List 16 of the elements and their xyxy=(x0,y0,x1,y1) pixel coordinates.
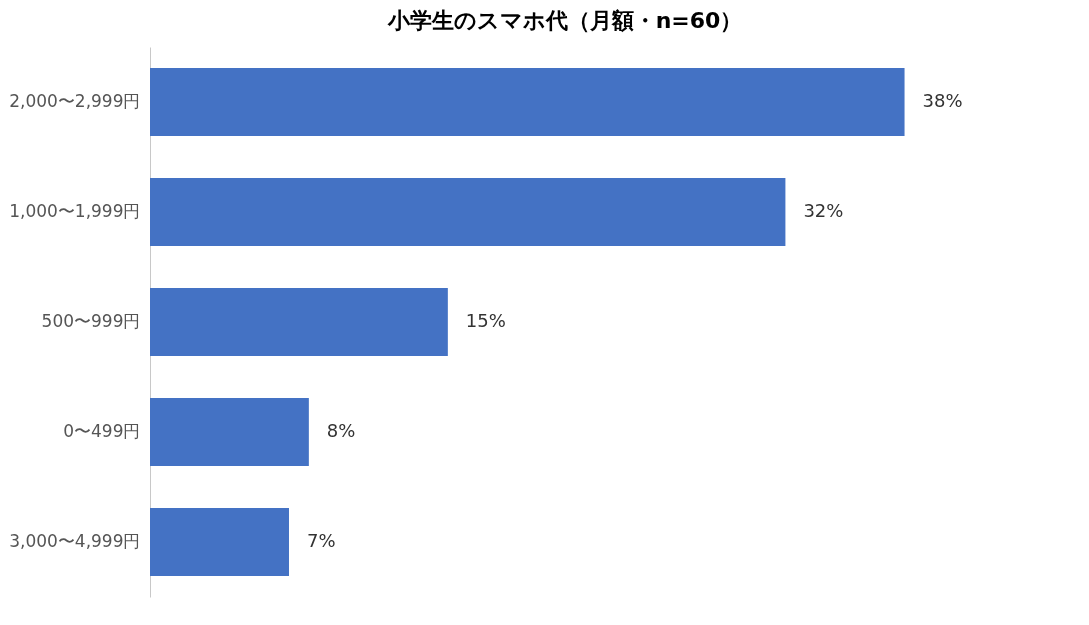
data-label: 38% xyxy=(922,90,963,111)
y-tick-label: 0〜499円 xyxy=(63,421,141,441)
bar xyxy=(150,287,448,357)
data-label: 7% xyxy=(307,530,336,551)
data-label: 15% xyxy=(465,310,506,331)
y-tick-label: 3,000〜4,999円 xyxy=(9,531,141,551)
chart-title: 小学生のスマホ代（月額・n=60） xyxy=(386,8,743,33)
y-tick-label: 500〜999円 xyxy=(41,311,141,331)
y-tick-label: 1,000〜1,999円 xyxy=(9,201,141,221)
y-tick-label: 2,000〜2,999円 xyxy=(9,91,141,111)
bar xyxy=(150,397,309,467)
data-label: 32% xyxy=(803,200,844,221)
data-label: 8% xyxy=(326,420,356,441)
bar xyxy=(150,507,289,577)
bar xyxy=(150,67,905,137)
bar xyxy=(150,177,786,247)
